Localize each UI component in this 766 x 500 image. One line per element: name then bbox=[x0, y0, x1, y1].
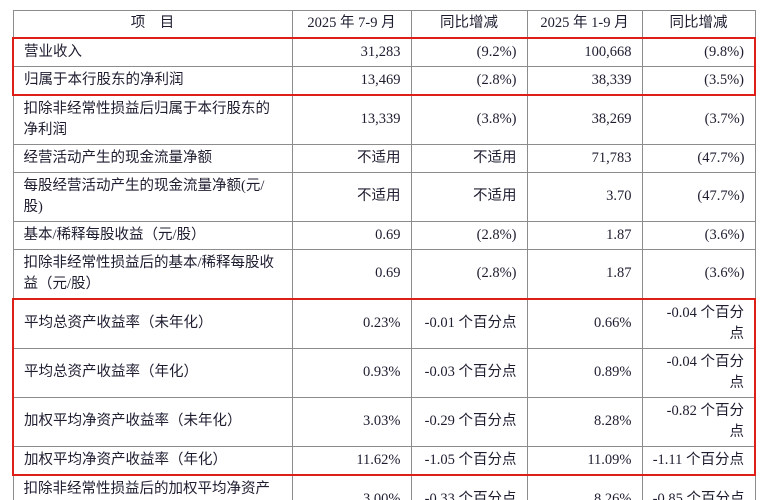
value-cell: 13,469 bbox=[291, 65, 412, 96]
table-row: 经营活动产生的现金流量净额 不适用 不适用 71,783 (47.7%) bbox=[12, 143, 756, 173]
table-row: 扣除非经常性损益后的加权平均净资产收益率（未年化）3.00%-0.33 个百分点… bbox=[12, 474, 756, 500]
value-cell: 不适用 bbox=[291, 143, 412, 173]
item-label: 归属于本行股东的净利润 bbox=[12, 65, 293, 96]
table-row: 扣除非经常性损益后的基本/稀释每股收益（元/股） 0.69 (2.8%) 1.87 (3… bbox=[12, 248, 756, 300]
value-cell: (9.8%) bbox=[641, 36, 756, 67]
value-cell: 8.26% bbox=[526, 474, 643, 500]
item-label: 扣除非经常性损益后的加权平均净资产收益率（未年化） bbox=[12, 474, 293, 500]
item-label: 经营活动产生的现金流量净额 bbox=[12, 143, 293, 173]
value-cell: -0.01 个百分点 bbox=[410, 297, 528, 349]
item-label: 加权平均净资产收益率（未年化） bbox=[12, 396, 293, 447]
value-cell: (3.6%) bbox=[641, 220, 756, 250]
value-cell: (2.8%) bbox=[410, 65, 528, 96]
value-cell: (3.6%) bbox=[641, 248, 756, 300]
item-label: 扣除非经常性损益后的基本/稀释每股收益（元/股） bbox=[12, 248, 293, 300]
value-cell: 8.28% bbox=[526, 396, 643, 447]
item-label: 每股经营活动产生的现金流量净额(元/股) bbox=[12, 171, 293, 222]
column-header: 2025 年 7-9 月 bbox=[291, 10, 412, 38]
table-row: 加权平均净资产收益率（年化） 11.62% -1.05 个百分点 11.09% -1.1… bbox=[12, 445, 756, 476]
value-cell: 0.69 bbox=[291, 248, 412, 300]
table-row: 平均总资产收益率（年化） 0.93% -0.03 个百分点 0.89% -0.04 个百… bbox=[12, 347, 756, 398]
column-header: 项 目 bbox=[12, 10, 293, 38]
value-cell: -0.03 个百分点 bbox=[410, 347, 528, 398]
value-cell: 31,283 bbox=[291, 36, 412, 67]
financial-summary-table: 项 目 2025 年 7-9 月同比增减 2025 年 1-9 月同比增减 营业收入… bbox=[12, 10, 756, 500]
value-cell: 3.00% bbox=[291, 474, 412, 500]
value-cell: 0.23% bbox=[291, 297, 412, 349]
value-cell: 0.66% bbox=[526, 297, 643, 349]
table-row: 扣除非经常性损益后归属于本行股东的净利润 13,339 (3.8%) 38,269 (3… bbox=[12, 94, 756, 145]
item-label: 平均总资产收益率（年化） bbox=[12, 347, 293, 398]
value-cell: 100,668 bbox=[526, 36, 643, 67]
value-cell: -1.11 个百分点 bbox=[641, 445, 756, 476]
value-cell: (47.7%) bbox=[641, 171, 756, 222]
value-cell: -0.04 个百分点 bbox=[641, 347, 756, 398]
table-row: 基本/稀释每股收益（元/股） 0.69 (2.8%) 1.87 (3.6%) bbox=[12, 220, 756, 250]
value-cell: 3.03% bbox=[291, 396, 412, 447]
table-row: 加权平均净资产收益率（未年化） 3.03% -0.29 个百分点 8.28% -0.82… bbox=[12, 396, 756, 447]
value-cell: (2.8%) bbox=[410, 220, 528, 250]
value-cell: 不适用 bbox=[410, 143, 528, 173]
value-cell: -0.29 个百分点 bbox=[410, 396, 528, 447]
value-cell: 1.87 bbox=[526, 220, 643, 250]
value-cell: 0.93% bbox=[291, 347, 412, 398]
value-cell: -0.33 个百分点 bbox=[410, 474, 528, 500]
value-cell: (3.7%) bbox=[641, 94, 756, 145]
table-row: 归属于本行股东的净利润 13,469 (2.8%) 38,339 (3.5%) bbox=[12, 65, 756, 96]
item-label: 加权平均净资产收益率（年化） bbox=[12, 445, 293, 476]
table-body: 营业收入 31,283 (9.2%) 100,668 (9.8%) 归属于本行股东的净利润… bbox=[12, 36, 756, 500]
item-label: 基本/稀释每股收益（元/股） bbox=[12, 220, 293, 250]
value-cell: 3.70 bbox=[526, 171, 643, 222]
value-cell: -0.82 个百分点 bbox=[641, 396, 756, 447]
column-header: 2025 年 1-9 月 bbox=[526, 10, 643, 38]
header-row: 项 目 2025 年 7-9 月同比增减 2025 年 1-9 月同比增减 bbox=[12, 10, 756, 38]
value-cell: (3.8%) bbox=[410, 94, 528, 145]
item-label: 平均总资产收益率（未年化） bbox=[12, 297, 293, 349]
value-cell: (47.7%) bbox=[641, 143, 756, 173]
value-cell: 71,783 bbox=[526, 143, 643, 173]
value-cell: -0.85 个百分点 bbox=[641, 474, 756, 500]
value-cell: 0.89% bbox=[526, 347, 643, 398]
value-cell: 13,339 bbox=[291, 94, 412, 145]
item-label: 扣除非经常性损益后归属于本行股东的净利润 bbox=[12, 94, 293, 145]
value-cell: (3.5%) bbox=[641, 65, 756, 96]
value-cell: 38,269 bbox=[526, 94, 643, 145]
value-cell: 38,339 bbox=[526, 65, 643, 96]
value-cell: 不适用 bbox=[410, 171, 528, 222]
value-cell: -1.05 个百分点 bbox=[410, 445, 528, 476]
table-row: 平均总资产收益率（未年化） 0.23% -0.01 个百分点 0.66% -0.04 个… bbox=[12, 297, 756, 349]
item-label: 营业收入 bbox=[12, 36, 293, 67]
value-cell: 0.69 bbox=[291, 220, 412, 250]
value-cell: (9.2%) bbox=[410, 36, 528, 67]
value-cell: 11.62% bbox=[291, 445, 412, 476]
value-cell: 1.87 bbox=[526, 248, 643, 300]
table-row: 每股经营活动产生的现金流量净额(元/股) 不适用 不适用 3.70 (47.7%) bbox=[12, 171, 756, 222]
value-cell: -0.04 个百分点 bbox=[641, 297, 756, 349]
column-header: 同比增减 bbox=[641, 10, 756, 38]
value-cell: 11.09% bbox=[526, 445, 643, 476]
value-cell: (2.8%) bbox=[410, 248, 528, 300]
column-header: 同比增减 bbox=[410, 10, 528, 38]
value-cell: 不适用 bbox=[291, 171, 412, 222]
table-row: 营业收入 31,283 (9.2%) 100,668 (9.8%) bbox=[12, 36, 756, 67]
